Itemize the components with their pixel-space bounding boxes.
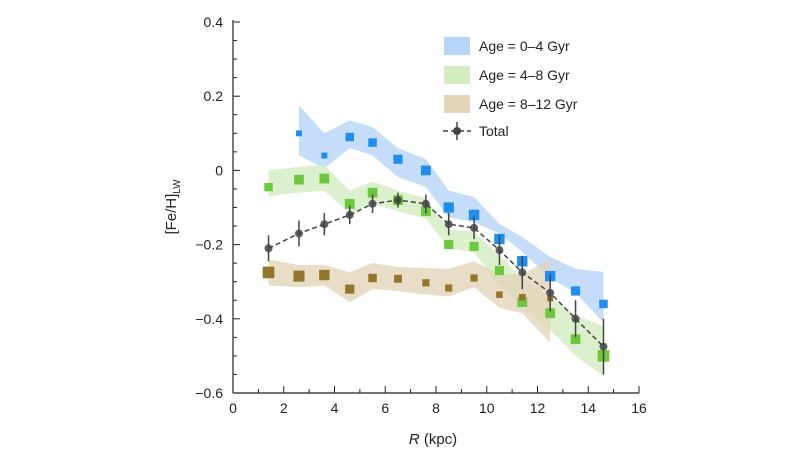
- total-point: [599, 342, 608, 351]
- total-point: [571, 314, 580, 323]
- marker-series-2: [262, 266, 275, 279]
- legend-label: Age = 0–4 Gyr: [479, 38, 570, 54]
- x-tick-label: 10: [479, 400, 495, 416]
- marker-series-0: [368, 138, 377, 147]
- marker-series-0: [345, 132, 354, 142]
- marker-series-2: [394, 274, 402, 283]
- marker-series-0: [420, 165, 431, 176]
- marker-series-0: [393, 154, 403, 164]
- marker-series-1: [367, 187, 378, 198]
- total-point: [470, 223, 479, 232]
- marker-series-2: [319, 269, 330, 281]
- y-tick-label: −0.6: [195, 385, 223, 401]
- marker-series-1: [294, 174, 304, 185]
- total-point: [368, 199, 377, 208]
- y-tick-label: −0.2: [195, 237, 223, 253]
- bands: [268, 105, 604, 377]
- legend-label: Age = 8–12 Gyr: [479, 96, 578, 112]
- marker-series-1: [570, 334, 581, 345]
- y-tick-label: 0: [215, 162, 223, 178]
- y-tick-label: −0.4: [195, 311, 223, 327]
- marker-series-2: [445, 284, 453, 292]
- marker-series-1: [319, 173, 330, 184]
- x-tick-label: 16: [631, 400, 647, 416]
- marker-series-2: [470, 274, 478, 282]
- total-point: [421, 199, 430, 208]
- marker-series-1: [264, 182, 273, 192]
- marker-series-0: [321, 152, 328, 159]
- x-tick-label: 2: [280, 400, 288, 416]
- band-series-1: [268, 164, 604, 377]
- x-tick-label: 8: [432, 400, 440, 416]
- y-axis-label-subscript: LW: [172, 179, 183, 194]
- marker-series-1: [545, 308, 556, 319]
- x-axis-label: R (kpc): [409, 431, 457, 448]
- x-tick-label: 6: [381, 400, 389, 416]
- marker-series-2: [368, 273, 377, 283]
- marker-series-2: [518, 294, 526, 301]
- marker-series-1: [344, 198, 355, 209]
- y-tick-label: 0.4: [204, 14, 224, 30]
- total-point: [393, 196, 402, 205]
- marker-series-0: [468, 209, 480, 221]
- total-point: [345, 210, 354, 219]
- x-tick-label: 4: [331, 400, 339, 416]
- y-tick-label: 0.2: [204, 88, 224, 104]
- marker-series-2: [496, 291, 503, 298]
- total-point: [495, 246, 504, 255]
- x-tick-label: 0: [229, 400, 237, 416]
- markers: [262, 130, 610, 375]
- total-point: [546, 288, 555, 297]
- legend-swatch-point: [453, 127, 461, 135]
- y-axis-label: [Fe/H]LW: [163, 179, 183, 235]
- total-point: [294, 229, 303, 238]
- total-point: [264, 244, 273, 253]
- marker-series-2: [422, 279, 430, 287]
- x-tick-label: 12: [530, 400, 546, 416]
- marker-series-1: [469, 241, 479, 252]
- legend-swatch: [444, 66, 470, 84]
- marker-series-2: [293, 270, 305, 282]
- axes: 0 2 4 6 8 10 12 14 16 −0.6 −0.4 −0.2 0 0.2 0.4: [195, 14, 647, 416]
- total-point: [444, 220, 453, 229]
- total-point: [518, 268, 527, 277]
- legend: Age = 0–4 Gyr Age = 4–8 Gyr Age = 8–12 Gyr…: [443, 37, 578, 140]
- marker-series-0: [599, 299, 608, 309]
- total-line: [268, 199, 605, 348]
- marker-series-0: [296, 130, 302, 137]
- legend-label: Total: [479, 123, 509, 139]
- legend-swatch: [444, 95, 470, 113]
- legend-swatch: [444, 37, 470, 55]
- marker-series-1: [494, 266, 504, 276]
- total-point: [320, 220, 329, 229]
- legend-label: Age = 4–8 Gyr: [479, 67, 570, 83]
- band-series-2: [268, 259, 551, 343]
- marker-series-0: [571, 286, 581, 296]
- marker-series-0: [443, 202, 454, 213]
- marker-series-2: [345, 284, 355, 294]
- marker-series-1: [444, 240, 454, 250]
- x-tick-label: 14: [580, 400, 596, 416]
- band-series-0: [298, 105, 604, 323]
- marker-series-1: [517, 297, 528, 307]
